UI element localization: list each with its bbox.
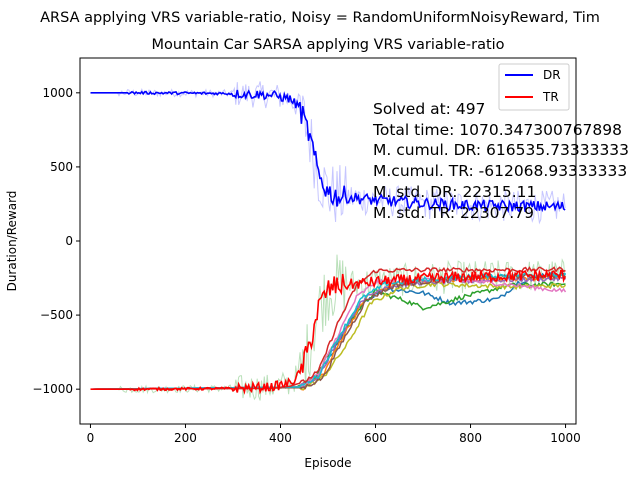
series-line-dr (90, 89, 566, 214)
chart-title: ARSA applying VRS variable-ratio, Noisy … (40, 10, 600, 26)
y-tick-label: 0 (65, 234, 73, 248)
extra-series-line-8 (90, 266, 566, 390)
x-tick-label: 400 (269, 431, 292, 445)
x-axis: 0 200 400 600 800 1000 (87, 424, 581, 445)
legend-label-dr: DR (543, 68, 561, 82)
y-axis: −1000 −500 0 500 1000 (32, 86, 80, 396)
x-axis-label: Episode (304, 456, 351, 470)
annotation-solved: Solved at: 497 (373, 100, 485, 118)
x-tick-label: 200 (174, 431, 197, 445)
annotation-std-dr: M. std. DR: 22315.11 (373, 183, 536, 201)
legend-label-tr: TR (542, 90, 559, 104)
y-axis-label: Duration/Reward (5, 191, 19, 292)
series-line-tr (90, 268, 566, 395)
legend: DR TR (498, 63, 570, 111)
y-tick-label: −500 (40, 308, 73, 322)
y-tick-label: 1000 (42, 86, 73, 100)
annotation-cumul-tr: M.cumul. TR: -612068.93333333 (373, 162, 627, 180)
plot-area (90, 81, 567, 401)
y-tick-label: 500 (50, 160, 73, 174)
annotation-std-tr: M. std. TR: 22307.79 (373, 204, 534, 222)
y-tick-label: −1000 (32, 382, 73, 396)
chart-subtitle: Mountain Car SARSA applying VRS variable… (151, 37, 504, 53)
x-tick-label: 0 (87, 431, 95, 445)
x-tick-label: 800 (459, 431, 482, 445)
x-tick-label: 600 (364, 431, 387, 445)
x-tick-label: 1000 (550, 431, 581, 445)
annotation-cumul-dr: M. cumul. DR: 616535.73333333 (373, 141, 629, 159)
annotation-block: Solved at: 497 Total time: 1070.34730076… (372, 100, 629, 222)
annotation-total-time: Total time: 1070.347300767898 (372, 121, 622, 139)
